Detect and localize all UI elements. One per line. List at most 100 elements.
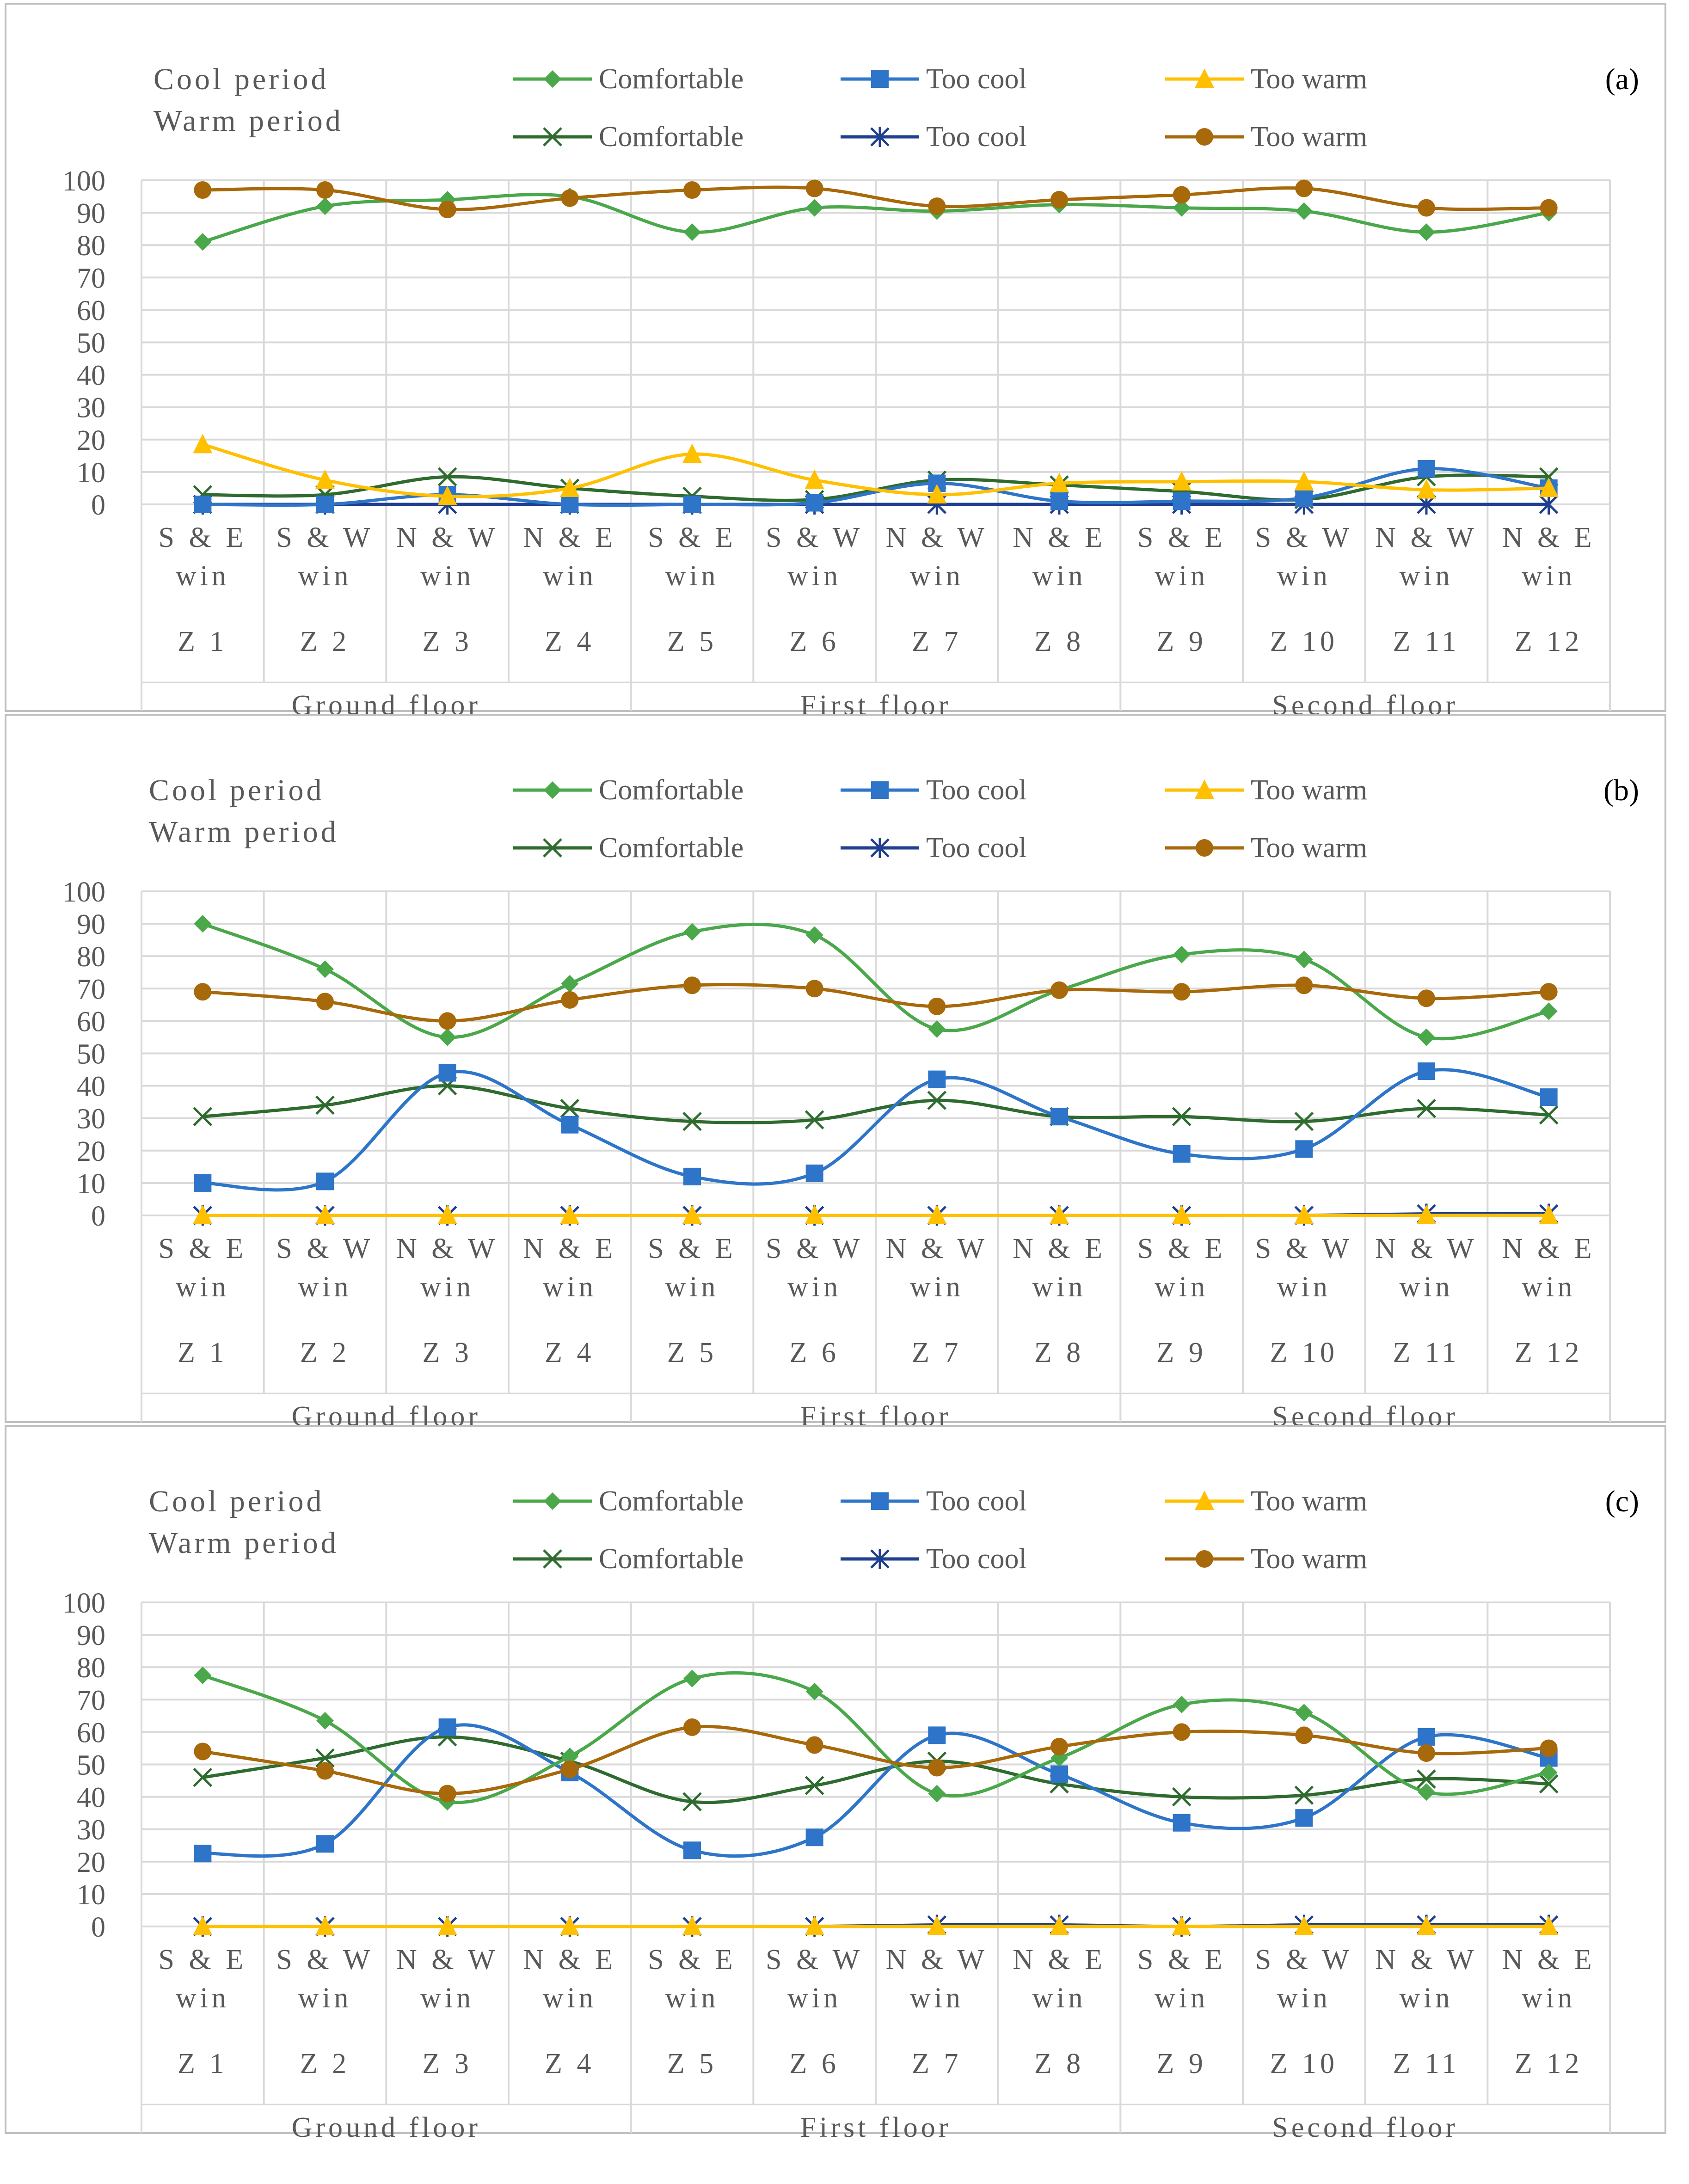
window-label-line2: win — [1155, 1982, 1209, 2014]
data-point — [1295, 1704, 1313, 1722]
data-point — [193, 1767, 213, 1787]
data-point — [1050, 1737, 1068, 1755]
data-point — [1539, 1916, 1559, 1935]
window-label-line1: N & W — [886, 522, 988, 553]
zone-label: Z 8 — [1034, 2048, 1084, 2080]
window-label-line2: win — [1277, 1982, 1331, 2014]
window-label-line1: N & E — [523, 1233, 616, 1264]
data-point — [805, 469, 824, 489]
floor-label: Ground floor — [292, 2112, 481, 2143]
zone-label: Z 11 — [1393, 1337, 1460, 1368]
data-point — [194, 496, 212, 513]
window-label-line1: N & W — [396, 1233, 498, 1264]
series-line — [203, 1068, 1549, 1192]
window-label-line1: N & W — [1375, 1944, 1477, 1975]
series-line — [203, 983, 1549, 1023]
zone-label: Z 9 — [1156, 626, 1206, 657]
data-point — [1050, 1108, 1068, 1126]
data-point — [1295, 202, 1313, 220]
data-point — [928, 1785, 946, 1803]
window-label-line2: win — [1400, 560, 1454, 592]
window-label-line2: win — [1400, 1982, 1454, 2014]
data-point — [1294, 1111, 1314, 1131]
data-point — [682, 1916, 702, 1935]
data-point — [1294, 1205, 1314, 1224]
legend-marker — [1196, 1550, 1213, 1568]
data-point — [1418, 223, 1435, 241]
data-point — [316, 1762, 334, 1780]
legend-entry: Comfortable — [513, 1485, 743, 1517]
data-point — [805, 1916, 824, 1935]
data-point — [805, 1164, 823, 1182]
data-point — [1294, 1916, 1314, 1935]
zone-label: Z 2 — [300, 626, 350, 657]
data-point — [193, 1205, 213, 1224]
panel-frame — [5, 3, 1666, 712]
data-point — [683, 181, 701, 199]
legend-label: Too warm — [1251, 121, 1367, 153]
series-line — [203, 1084, 1549, 1124]
data-point — [560, 1205, 580, 1224]
data-point — [561, 975, 579, 993]
zone-label: Z 10 — [1270, 2048, 1338, 2080]
window-label-line1: N & E — [1502, 1233, 1596, 1264]
window-label-line2: win — [787, 1982, 841, 2014]
legend-label: Too warm — [1251, 1543, 1367, 1575]
window-label-line1: N & E — [1013, 522, 1106, 553]
data-point — [1540, 1002, 1558, 1020]
y-tick-label: 0 — [91, 1201, 105, 1232]
data-point — [561, 189, 579, 207]
series-cool-too-cool — [194, 1718, 1558, 1863]
legend-entry: Comfortable — [513, 121, 743, 153]
data-point — [682, 443, 702, 463]
legend-label: Too cool — [926, 774, 1027, 806]
legend-entry: Comfortable — [513, 63, 743, 95]
window-label-line2: win — [665, 1271, 719, 1303]
window-label-line2: win — [1155, 1271, 1209, 1303]
data-point — [315, 1095, 335, 1115]
zone-label: Z 9 — [1156, 2048, 1206, 2080]
data-point — [1418, 1062, 1435, 1080]
legend-marker — [870, 838, 890, 858]
y-tick-label: 10 — [77, 1879, 105, 1911]
legend-label: Comfortable — [599, 832, 743, 864]
y-tick-label: 80 — [77, 1652, 105, 1684]
data-point — [1173, 945, 1191, 963]
zone-label: Z 10 — [1270, 626, 1338, 657]
data-point — [438, 1064, 456, 1082]
legend-label: Comfortable — [599, 63, 743, 95]
data-point — [805, 980, 823, 998]
window-label-line2: win — [298, 1271, 352, 1303]
legend-entry: Comfortable — [513, 832, 743, 864]
data-point — [1172, 1205, 1192, 1224]
y-tick-label: 100 — [62, 166, 105, 197]
data-point — [682, 1205, 702, 1224]
legend-marker — [870, 127, 890, 147]
panel-frame — [5, 714, 1666, 1423]
window-label-line2: win — [420, 1982, 474, 2014]
data-point — [683, 1669, 701, 1687]
data-point — [316, 1712, 334, 1730]
data-point — [927, 1205, 947, 1224]
window-label-line2: win — [1032, 560, 1087, 592]
window-label-line1: N & E — [1502, 522, 1596, 553]
series-warm-comfortable — [193, 1076, 1559, 1131]
data-point — [194, 1845, 212, 1863]
series-warm-comfortable — [193, 1727, 1559, 1811]
data-point — [805, 1110, 824, 1129]
zone-label: Z 5 — [667, 1337, 717, 1368]
window-label-line1: N & E — [523, 1944, 616, 1975]
window-label-line1: N & W — [1375, 522, 1477, 553]
zone-label: Z 11 — [1393, 2048, 1460, 2080]
legend-label: Too cool — [926, 121, 1027, 153]
legend-label: Too warm — [1251, 1485, 1367, 1517]
zone-label: Z 4 — [545, 1337, 595, 1368]
zone-label: Z 4 — [545, 2048, 595, 2080]
zone-label: Z 5 — [667, 2048, 717, 2080]
data-point — [1539, 477, 1559, 497]
data-point — [1418, 1783, 1435, 1801]
y-tick-label: 30 — [77, 1104, 105, 1135]
window-label-line1: S & E — [648, 1944, 737, 1975]
window-label-line2: win — [176, 1982, 230, 2014]
data-point — [1418, 1028, 1435, 1046]
